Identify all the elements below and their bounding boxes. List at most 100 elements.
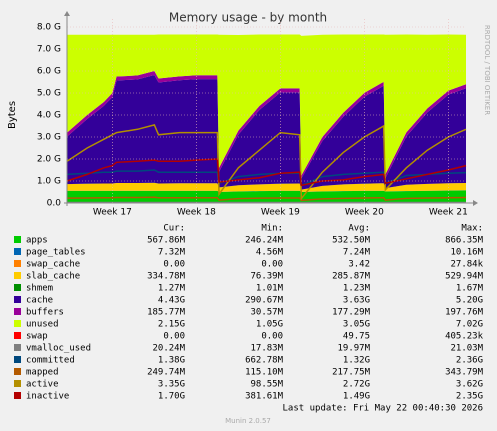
legend-stat: 27.84k <box>450 260 483 270</box>
legend-stat: 1.38G <box>158 356 185 366</box>
y-tick-label: 8.0 G <box>37 23 61 33</box>
legend-swatch <box>14 380 21 387</box>
legend-stat: 3.05G <box>343 320 370 330</box>
legend: Cur: Min: Avg: Max: apps 567.86M 246.24M 53… <box>14 224 484 402</box>
y-tick-label: 4.0 G <box>37 111 61 121</box>
legend-stat: 7.24M <box>343 248 371 258</box>
y-axis-label: Bytes <box>7 101 18 129</box>
legend-swatch <box>14 284 21 291</box>
legend-stat: 1.32G <box>343 356 370 366</box>
legend-label: shmem <box>26 284 53 294</box>
area <box>67 190 466 203</box>
legend-swatch <box>14 248 21 255</box>
legend-swatch <box>14 320 21 327</box>
legend-stat: 0.00 <box>163 332 185 342</box>
legend-swatch <box>14 236 21 243</box>
line <box>66 196 467 202</box>
y-tick-label: 5.0 G <box>37 89 61 99</box>
legend-label: vmalloc_used <box>26 344 91 354</box>
legend-swatch <box>14 272 21 279</box>
y-tick-label: 2.0 G <box>37 155 61 165</box>
legend-stat: 4.43G <box>158 296 185 306</box>
side-text: RRDTOOL / TOBI OETIKER <box>483 25 491 115</box>
legend-stat: 3.62G <box>456 380 483 390</box>
legend-stat: 7.02G <box>456 320 483 330</box>
legend-header: Avg: <box>348 224 370 234</box>
x-tick-label: Week 17 <box>93 208 132 218</box>
legend-label: inactive <box>26 392 69 402</box>
legend-stat: 17.83M <box>250 344 283 354</box>
legend-label: active <box>26 380 59 390</box>
legend-stat: 1.23M <box>343 284 371 294</box>
legend-header: Min: <box>261 224 283 234</box>
x-tick-label: Week 19 <box>261 208 300 218</box>
y-tick-label: 6.0 G <box>37 67 61 77</box>
legend-stat: 217.75M <box>332 368 371 378</box>
legend-stat: 405.23k <box>445 332 484 342</box>
legend-stat: 3.35G <box>158 380 185 390</box>
legend-swatch <box>14 344 21 351</box>
area <box>67 34 466 176</box>
legend-stat: 0.00 <box>261 260 283 270</box>
legend-stat: 10.16M <box>450 248 483 258</box>
legend-stat: 0.00 <box>163 260 185 270</box>
legend-stat: 0.00 <box>261 332 283 342</box>
line <box>66 158 467 187</box>
legend-stat: 76.39M <box>250 272 283 282</box>
legend-stat: 4.56M <box>256 248 284 258</box>
legend-stat: 1.70G <box>158 392 185 402</box>
legend-swatch <box>14 368 21 375</box>
y-tick-label: 3.0 G <box>37 133 61 143</box>
legend-stat: 2.36G <box>456 356 483 366</box>
x-tick-label: Week 20 <box>345 208 384 218</box>
legend-swatch <box>14 260 21 267</box>
legend-stat: 249.74M <box>147 368 186 378</box>
legend-stat: 49.75 <box>343 332 370 342</box>
last-update: Last update: Fri May 22 00:40:30 2026 <box>283 404 483 414</box>
legend-stat: 246.24M <box>245 236 284 246</box>
legend-stat: 115.10M <box>245 368 284 378</box>
legend-stat: 343.79M <box>445 368 484 378</box>
y-tick-label: 1.0 G <box>37 177 61 187</box>
legend-stat: 2.35G <box>456 392 483 402</box>
legend-stat: 177.29M <box>332 308 371 318</box>
legend-label: apps <box>26 236 48 246</box>
x-tick-label: Week 18 <box>177 208 216 218</box>
legend-label: swap_cache <box>26 260 80 270</box>
x-axis-arrow <box>473 200 478 206</box>
legend-stat: 866.35M <box>445 236 484 246</box>
legend-stat: 3.42 <box>348 260 370 270</box>
legend-stat: 21.03M <box>450 344 483 354</box>
legend-swatch <box>14 332 21 339</box>
legend-stat: 285.87M <box>332 272 371 282</box>
version: Munin 2.0.57 <box>225 417 271 425</box>
legend-stat: 1.49G <box>343 392 370 402</box>
y-tick-label: 0.0 <box>47 199 62 209</box>
legend-stat: 1.27M <box>158 284 186 294</box>
plot <box>66 34 467 204</box>
legend-stat: 334.78M <box>147 272 186 282</box>
area <box>67 182 466 192</box>
legend-header: Max: <box>461 224 483 234</box>
legend-swatch <box>14 392 21 399</box>
legend-stat: 1.05G <box>256 320 283 330</box>
y-axis-arrow <box>64 11 70 16</box>
chart-title: Memory usage - by month <box>169 11 327 25</box>
legend-stat: 1.01M <box>256 284 284 294</box>
legend-stat: 1.67M <box>456 284 484 294</box>
legend-stat: 98.55M <box>250 380 283 390</box>
x-tick-label: Week 21 <box>429 208 468 218</box>
legend-stat: 381.61M <box>245 392 284 402</box>
legend-stat: 2.72G <box>343 380 370 390</box>
legend-stat: 185.77M <box>147 308 186 318</box>
legend-stat: 290.67M <box>245 296 284 306</box>
legend-label: swap <box>26 332 48 342</box>
legend-stat: 197.76M <box>445 308 484 318</box>
legend-label: cache <box>26 296 53 306</box>
legend-stat: 7.32M <box>158 248 186 258</box>
legend-label: buffers <box>26 308 64 318</box>
legend-stat: 3.63G <box>343 296 370 306</box>
y-tick-label: 7.0 G <box>37 45 61 55</box>
legend-stat: 2.15G <box>158 320 185 330</box>
